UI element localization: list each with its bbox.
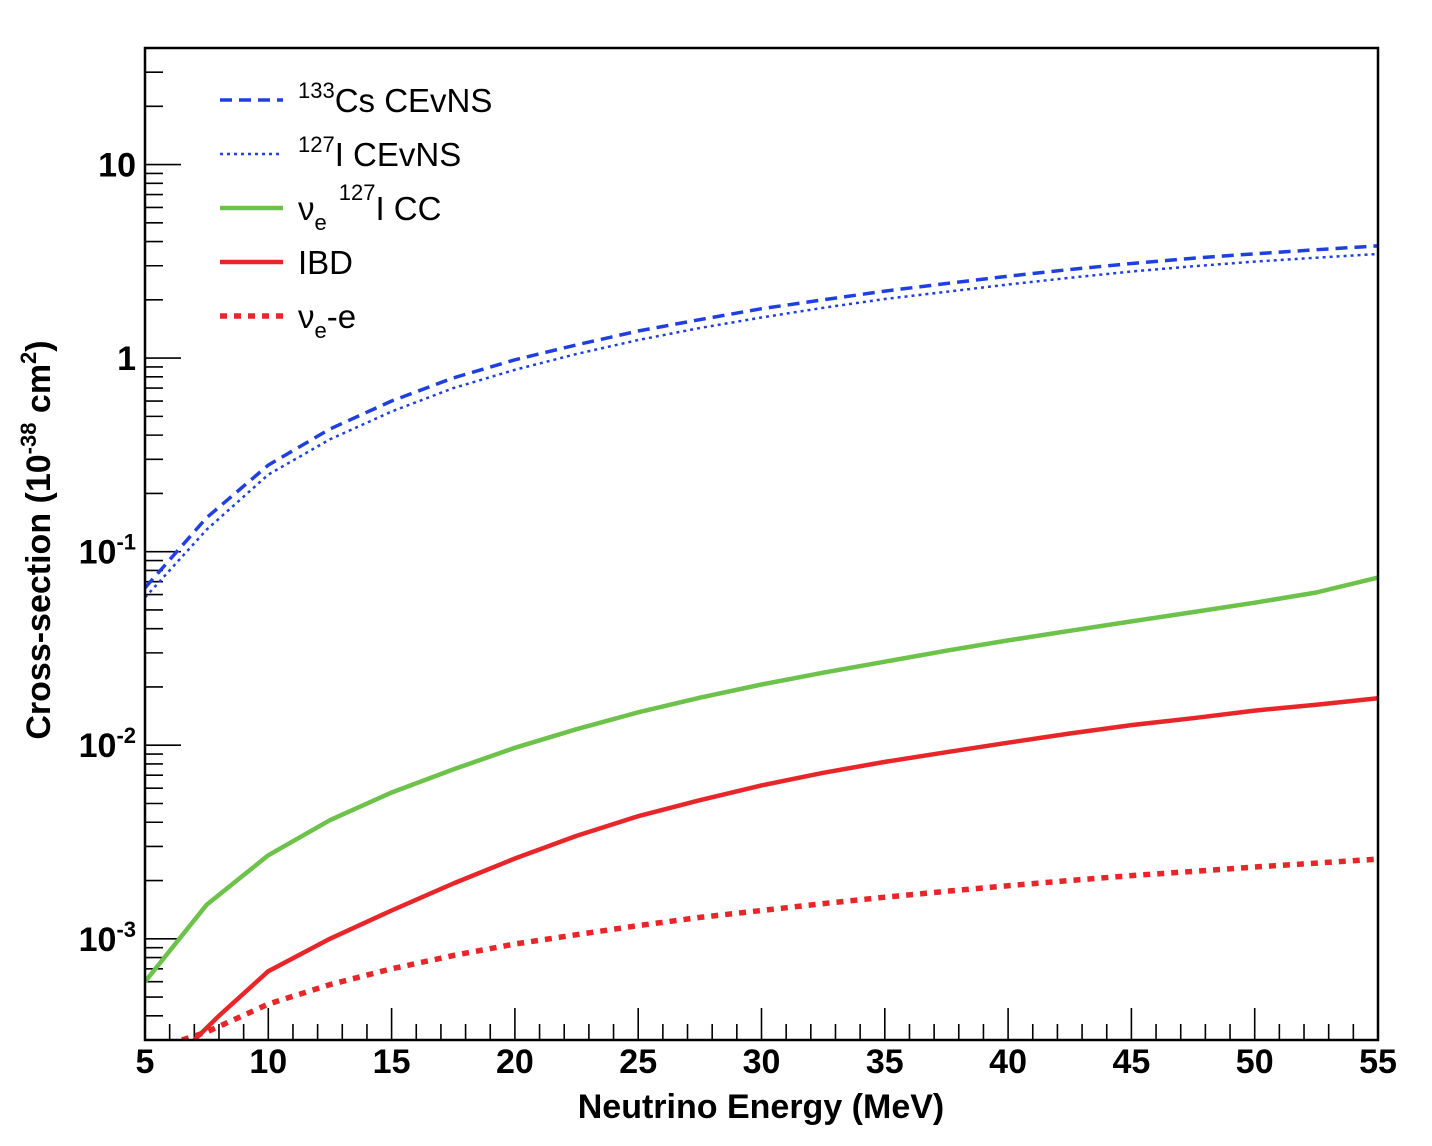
y-tick-base: 10 (98, 147, 136, 185)
x-tick-label: 30 (743, 1043, 781, 1081)
y-tick-exp: -3 (116, 917, 136, 942)
x-tick-label: 55 (1359, 1043, 1397, 1081)
x-tick-label: 25 (619, 1043, 657, 1081)
y-tick-base: 1 (117, 340, 136, 378)
legend-label-nue-i-cc: νe127I CC (298, 180, 441, 235)
y-tick-label: 10-3 (79, 917, 136, 959)
y-axis-title-exp: -38 (16, 423, 41, 455)
x-tick-label: 40 (989, 1043, 1027, 1081)
y-axis-title-unit: cm (20, 364, 58, 423)
series-line-ibd (192, 695, 1378, 1040)
series-line-i-cevns (145, 252, 1378, 599)
legend-label-cs-cevns: 133Cs CEvNS (298, 78, 492, 119)
series-line-nue-i-cc (145, 575, 1378, 984)
y-tick-label: 10-1 (79, 530, 136, 572)
y-tick-base: 10 (79, 534, 117, 572)
legend: 133Cs CEvNS 127I CEvNS νe127I CC IBD νe-e (220, 78, 492, 343)
x-tick-label: 35 (866, 1043, 904, 1081)
y-tick-base: 10 (79, 727, 117, 765)
y-tick-exp: -2 (116, 723, 136, 748)
y-tick-base: 10 (79, 921, 117, 959)
y-tick-exp: -1 (116, 530, 136, 555)
y-axis-title: Cross-section (10-38 cm2) (16, 340, 58, 739)
x-axis-title: Neutrino Energy (MeV) (578, 1088, 944, 1126)
y-tick-label: 10 (98, 147, 136, 185)
x-tick-label: 50 (1236, 1043, 1274, 1081)
series-layer (145, 244, 1378, 1040)
legend-label-i-cevns: 127I CEvNS (298, 132, 461, 173)
series-line-cs-cevns (145, 244, 1378, 590)
legend-label-nue-e: νe-e (298, 298, 356, 343)
series-line-nue-e (181, 856, 1378, 1040)
x-tick-label: 15 (373, 1043, 411, 1081)
y-tick-label: 10-2 (79, 723, 136, 765)
x-tick-label: 10 (249, 1043, 287, 1081)
x-tick-label: 20 (496, 1043, 534, 1081)
y-axis-title-base: Cross-section (10 (20, 454, 58, 739)
legend-label-ibd: IBD (298, 244, 353, 281)
x-tick-label: 5 (136, 1043, 155, 1081)
axes-layer (144, 47, 1379, 1041)
x-tick-label: 45 (1112, 1043, 1150, 1081)
y-tick-label: 1 (117, 340, 136, 378)
y-axis-title-close: ) (20, 340, 58, 351)
y-axis-title-unit-exp: 2 (16, 352, 41, 364)
plot-frame (143, 46, 1380, 1042)
